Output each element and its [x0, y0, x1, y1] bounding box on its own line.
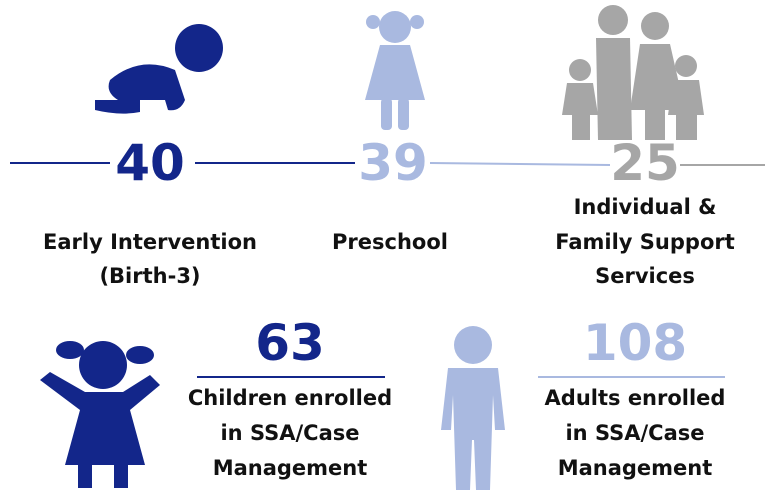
stat-label: Early Intervention: [43, 230, 257, 254]
stat-label: in SSA/Case: [220, 421, 359, 445]
adult-icon: [441, 326, 505, 490]
stat-label: Services: [595, 264, 695, 288]
girl-icon: [365, 11, 425, 130]
stat-label: Preschool: [332, 230, 448, 254]
stat-number: 63: [255, 314, 325, 372]
stat-label: Children enrolled: [188, 386, 392, 410]
stat-number: 39: [358, 134, 428, 192]
stat-number: 25: [610, 134, 680, 192]
stat-label: in SSA/Case: [565, 421, 704, 445]
stat-label: Family Support: [555, 230, 735, 254]
family-icon: [562, 5, 704, 140]
divider: [429, 162, 611, 166]
stat-label: Adults enrolled: [545, 386, 726, 410]
baby-icon: [95, 24, 223, 114]
stat-label: Management: [213, 456, 368, 480]
stat-label: (Birth-3): [99, 264, 200, 288]
stat-number: 40: [115, 134, 185, 192]
stat-label: Individual &: [574, 195, 717, 219]
waving-girl-icon: [40, 341, 160, 488]
stat-number: 108: [583, 314, 687, 372]
stat-label: Management: [558, 456, 713, 480]
